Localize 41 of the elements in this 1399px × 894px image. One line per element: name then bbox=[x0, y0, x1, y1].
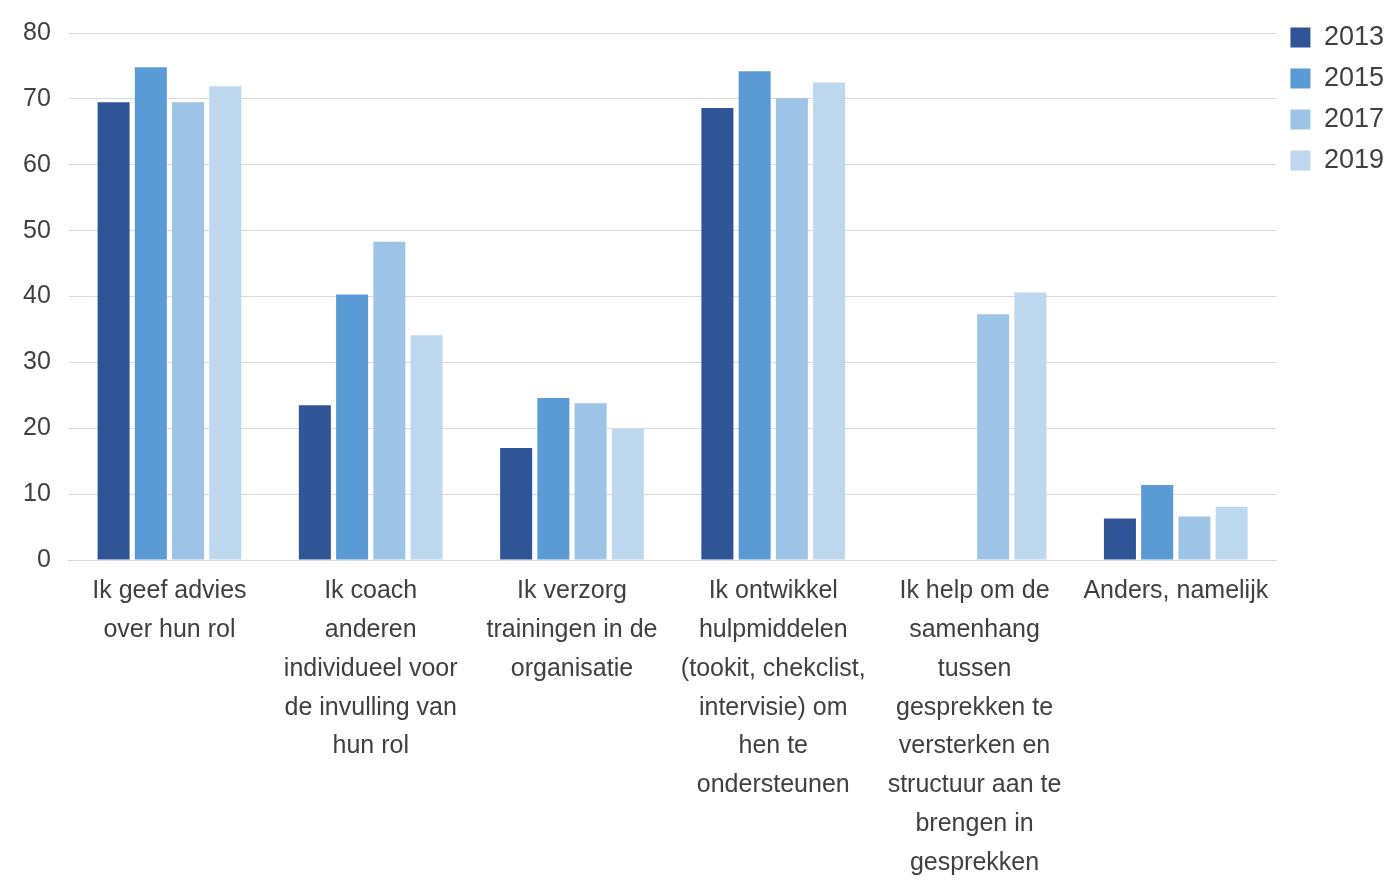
x-tick-label: Ik ontwikkel hulpmiddelen (tookit, chekclist, intervisie) om hen te ondersteunen bbox=[680, 575, 866, 798]
bar bbox=[813, 82, 846, 560]
bar bbox=[209, 86, 242, 560]
y-tick-label: 50 bbox=[23, 214, 51, 243]
bar bbox=[1178, 516, 1211, 560]
bar bbox=[1103, 518, 1136, 560]
x-tick-label: Ik verzorg trainingen in de organisatie bbox=[486, 575, 658, 681]
bar bbox=[574, 403, 607, 560]
legend-label: 2015 bbox=[1323, 61, 1385, 92]
legend-label: 2019 bbox=[1323, 143, 1385, 174]
y-tick-label: 80 bbox=[23, 16, 51, 45]
y-tick-label: 10 bbox=[23, 478, 51, 507]
y-tick-label: 0 bbox=[36, 543, 51, 572]
bar bbox=[298, 405, 331, 560]
bar bbox=[701, 108, 734, 560]
bar bbox=[1141, 484, 1174, 560]
bar bbox=[410, 335, 443, 560]
bar bbox=[611, 428, 644, 560]
x-tick-label: Ik geef advies over hun rol bbox=[92, 575, 247, 643]
bar bbox=[500, 448, 533, 560]
bar bbox=[977, 314, 1010, 560]
y-tick-label: 40 bbox=[23, 280, 51, 309]
x-tick-label: Anders, namelijk bbox=[1083, 575, 1269, 604]
y-tick-label: 30 bbox=[23, 346, 51, 375]
bar bbox=[1014, 292, 1047, 560]
bar bbox=[1215, 506, 1248, 560]
bar bbox=[134, 67, 167, 560]
x-tick-label: Ik coach anderen individueel voor de invulling van hun rol bbox=[283, 575, 458, 759]
bar bbox=[738, 71, 771, 560]
y-tick-label: 60 bbox=[23, 148, 51, 177]
bar bbox=[97, 102, 130, 560]
bar bbox=[373, 241, 406, 560]
legend-label: 2017 bbox=[1323, 102, 1385, 133]
bar bbox=[336, 294, 369, 560]
legend-label: 2013 bbox=[1323, 20, 1385, 51]
y-tick-label: 20 bbox=[23, 412, 51, 441]
x-tick-label: Ik help om de samenhang tussen gesprekken te versterken en structuur aan te brengen in gesprekken bbox=[887, 575, 1062, 875]
y-tick-label: 70 bbox=[23, 82, 51, 111]
bar bbox=[775, 98, 808, 560]
bar bbox=[537, 397, 570, 560]
bar bbox=[172, 102, 205, 560]
